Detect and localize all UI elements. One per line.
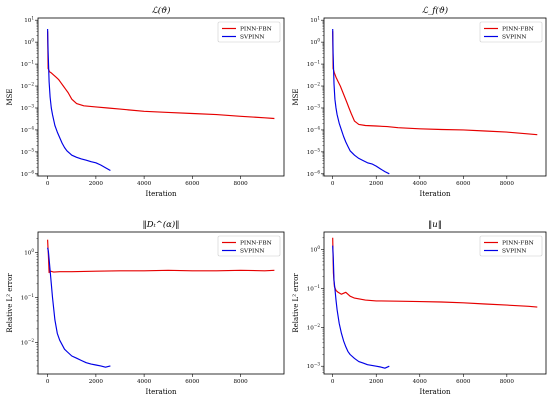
y-tick-label: 10−3 <box>307 103 321 112</box>
y-tick-label: 10−6 <box>307 169 321 178</box>
y-tick-label: 10−1 <box>21 60 35 69</box>
y-tick-label: 10−2 <box>307 323 321 332</box>
x-tick-label: 2000 <box>369 181 384 187</box>
x-axis-label: Iteration <box>419 190 451 198</box>
x-tick-label: 0 <box>46 181 50 187</box>
x-axis-label: Iteration <box>419 388 451 396</box>
x-tick-label: 4000 <box>137 379 152 385</box>
y-tick-label: 100 <box>24 248 34 256</box>
x-tick-label: 8000 <box>233 181 248 187</box>
series-line-svpinn <box>47 247 111 368</box>
x-tick-label: 6000 <box>456 181 471 187</box>
x-axis-label: Iteration <box>145 190 177 198</box>
legend-label: SVPINN <box>240 35 265 41</box>
y-axis-label: MSE <box>292 88 300 105</box>
x-tick-label: 0 <box>331 379 335 385</box>
y-tick-label: 101 <box>24 16 34 25</box>
legend-label: SVPINN <box>502 249 527 255</box>
chart-panel-4: ‖u‖ 0 2000 4000 6000 8000 10−3 10−2 10−1 100 Itera… <box>292 220 547 396</box>
plot-frame <box>37 231 285 375</box>
x-tick-label: 2000 <box>89 379 104 385</box>
y-axis-label: Relative L² error <box>292 273 300 333</box>
x-tick-label: 0 <box>46 379 50 385</box>
x-tick-label: 6000 <box>185 379 200 385</box>
x-tick-label: 8000 <box>500 379 515 385</box>
x-tick-label: 2000 <box>89 181 104 187</box>
chart-title: ℒ_f(ϑ) <box>422 5 448 16</box>
x-tick-label: 6000 <box>185 181 200 187</box>
plot-frame <box>37 17 285 177</box>
x-tick-label: 4000 <box>413 181 428 187</box>
series-line-pinn-fbn <box>47 31 275 120</box>
y-tick-label: 10−3 <box>21 103 35 112</box>
series-line-svpinn <box>47 28 111 171</box>
x-tick-label: 8000 <box>233 379 248 385</box>
chart-panel-2: ℒ_f(ϑ) 0 2000 4000 6000 8000 10−6 10−5 10−4 10−3 1… <box>292 5 547 198</box>
legend: PINN-FBN SVPINN <box>479 235 543 257</box>
legend-label: SVPINN <box>502 35 527 41</box>
x-tick-label: 4000 <box>137 181 152 187</box>
x-tick-label: 6000 <box>456 379 471 385</box>
legend: PINN-FBN SVPINN <box>217 235 281 257</box>
legend-label: PINN-FBN <box>502 27 534 33</box>
chart-panel-1: ℒ(ϑ) 0 2000 4000 6000 8000 10−6 10−5 10−4 10−3 10−… <box>6 5 285 198</box>
legend: PINN-FBN SVPINN <box>479 21 543 43</box>
legend: PINN-FBN SVPINN <box>217 21 281 43</box>
legend-label: PINN-FBN <box>240 241 272 247</box>
y-tick-label: 10−2 <box>307 82 321 91</box>
y-axis-label: MSE <box>6 88 14 105</box>
plot-frame <box>323 17 547 177</box>
y-tick-label: 10−6 <box>21 169 35 178</box>
y-tick-label: 10−5 <box>307 147 321 156</box>
y-tick-label: 10−1 <box>307 284 321 293</box>
series-line-pinn-fbn <box>332 237 538 308</box>
y-axis-label: Relative L² error <box>6 273 14 333</box>
y-tick-label: 100 <box>24 38 34 47</box>
series-line-svpinn <box>332 28 390 175</box>
y-tick-label: 10−2 <box>21 338 35 347</box>
y-tick-label: 10−1 <box>21 293 35 302</box>
x-tick-label: 8000 <box>500 181 515 187</box>
chart-title: ‖Dₜ^(α)‖ <box>143 219 180 230</box>
plot-frame <box>323 231 547 375</box>
chart-title: ‖u‖ <box>428 220 442 230</box>
x-tick-label: 0 <box>331 181 335 187</box>
legend-label: SVPINN <box>240 249 265 255</box>
y-tick-label: 101 <box>310 16 320 25</box>
y-tick-label: 10−2 <box>21 82 35 91</box>
x-tick-label: 2000 <box>369 379 384 385</box>
y-tick-label: 10−3 <box>307 362 321 371</box>
x-tick-label: 4000 <box>413 379 428 385</box>
y-tick-label: 100 <box>310 38 320 47</box>
series-line-pinn-fbn <box>332 31 538 136</box>
chart-panel-3: ‖Dₜ^(α)‖ 0 2000 4000 6000 8000 10−2 10−1 100 Iter… <box>6 219 285 396</box>
y-tick-label: 10−4 <box>307 125 321 134</box>
chart-title: ℒ(ϑ) <box>152 5 171 16</box>
y-tick-label: 10−5 <box>21 147 35 156</box>
legend-label: PINN-FBN <box>502 241 534 247</box>
series-line-svpinn <box>332 245 390 369</box>
legend-label: PINN-FBN <box>240 27 272 33</box>
y-tick-label: 10−4 <box>21 125 35 134</box>
y-tick-label: 10−1 <box>307 60 321 69</box>
y-tick-label: 100 <box>310 245 320 254</box>
x-axis-label: Iteration <box>145 388 177 396</box>
